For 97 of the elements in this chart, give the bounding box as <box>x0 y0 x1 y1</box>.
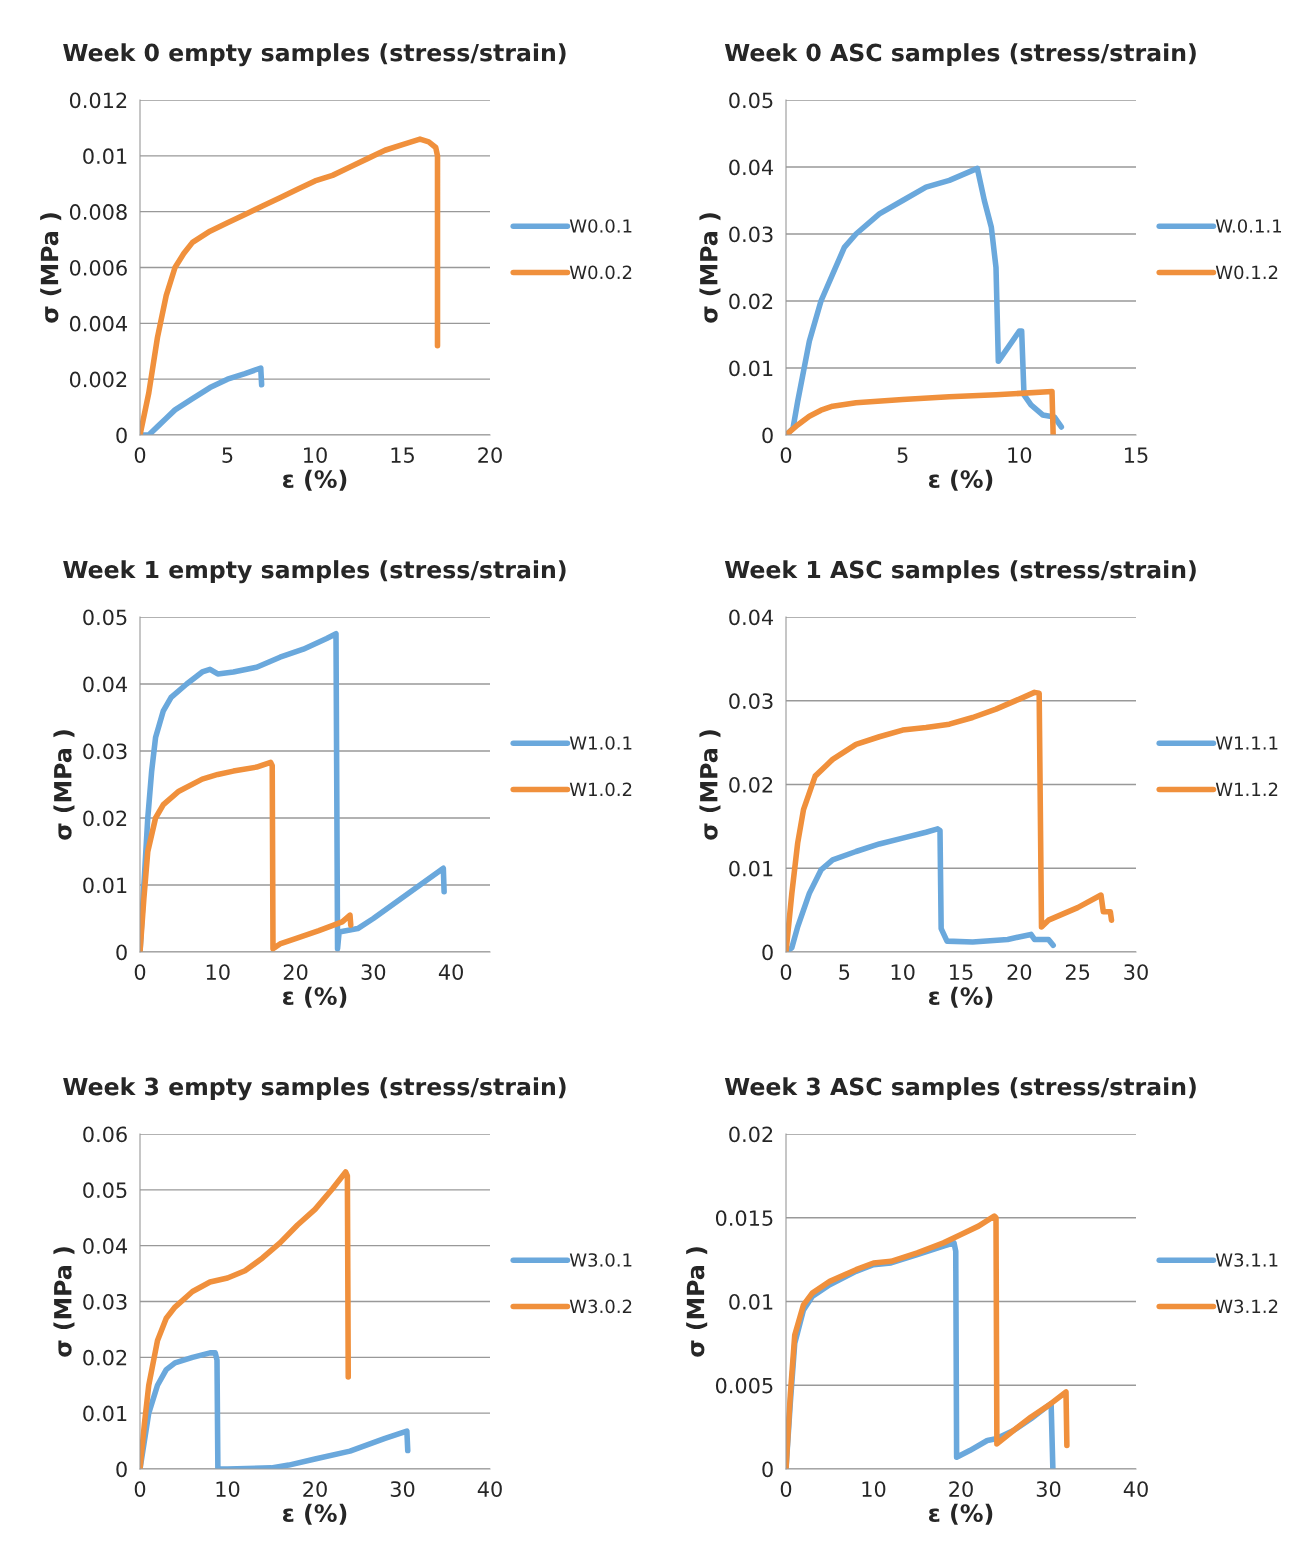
chart-title: Week 3 empty samples (stress/strain) <box>63 1077 566 1101</box>
y-axis-title: σ (MPa ) <box>53 730 75 840</box>
y-tick-label: 0.005 <box>715 1377 773 1394</box>
y-tick-label: 0.01 <box>83 1405 127 1422</box>
y-tick-label: 0 <box>762 944 773 961</box>
y-tick-label: 0.03 <box>729 226 773 243</box>
y-tick-label: 0.01 <box>83 877 127 894</box>
y-tick-label: 0.02 <box>729 776 773 793</box>
legend-label: W3.1.2 <box>1215 1299 1278 1314</box>
y-axis-title: σ (MPa ) <box>699 213 721 323</box>
x-tick-label: 15 <box>1125 447 1148 463</box>
x-tick-label: 5 <box>222 447 233 463</box>
x-tick-label: 10 <box>891 964 915 980</box>
y-tick-label: 0.04 <box>729 609 774 626</box>
x-axis-title: ε (%) <box>928 469 993 491</box>
y-tick-label: 0.012 <box>69 92 127 109</box>
y-tick-label: 0.05 <box>729 92 773 109</box>
x-tick-label: 0 <box>134 1481 146 1497</box>
x-tick-label: 40 <box>477 1481 502 1497</box>
y-axis-title: σ (MPa ) <box>699 730 721 840</box>
y-tick-label: 0.01 <box>729 360 773 377</box>
legend-label: W0.0.1 <box>569 219 632 233</box>
legend-label: W1.1.2 <box>1215 782 1278 796</box>
x-tick-label: 15 <box>391 447 414 463</box>
legend-label: W1.1.1 <box>1215 736 1278 750</box>
chart-title: Week 0 empty samples (stress/strain) <box>63 43 566 67</box>
y-tick-label: 0.02 <box>83 1349 127 1366</box>
x-tick-label: 5 <box>839 964 850 980</box>
legend-label: W.0.1.1 <box>1215 219 1282 233</box>
x-tick-label: 10 <box>304 447 327 463</box>
x-tick-label: 10 <box>216 1481 240 1497</box>
chart-title: Week 0 ASC samples (stress/strain) <box>724 43 1196 67</box>
y-tick-label: 0.015 <box>715 1210 773 1226</box>
x-tick-label: 0 <box>780 964 792 980</box>
y-tick-label: 0.004 <box>69 315 128 332</box>
y-tick-label: 0 <box>116 944 127 961</box>
legend-label: W1.0.1 <box>569 736 632 750</box>
y-tick-label: 0.002 <box>69 371 127 388</box>
y-tick-label: 0.01 <box>83 148 127 165</box>
chart-title: Week 3 ASC samples (stress/strain) <box>724 1077 1196 1101</box>
x-tick-label: 20 <box>303 1481 327 1497</box>
legend-label: W3.0.1 <box>569 1253 632 1267</box>
y-tick-label: 0.02 <box>83 810 127 827</box>
y-tick-label: 0 <box>762 427 773 444</box>
x-tick-label: 40 <box>1123 1481 1148 1497</box>
y-tick-label: 0.04 <box>729 159 774 176</box>
y-tick-label: 0.06 <box>83 1126 127 1143</box>
legend-label: W3.1.1 <box>1215 1253 1278 1267</box>
x-tick-label: 15 <box>950 964 973 980</box>
y-tick-label: 0.05 <box>83 609 127 626</box>
legend-label: W3.0.2 <box>569 1299 632 1314</box>
x-tick-label: 40 <box>438 964 463 980</box>
y-tick-label: 0.03 <box>729 693 773 709</box>
x-tick-label: 30 <box>390 1481 415 1497</box>
x-tick-label: 0 <box>134 447 146 463</box>
x-tick-label: 25 <box>1065 964 1090 980</box>
x-tick-label: 10 <box>1008 447 1032 463</box>
x-tick-label: 0 <box>780 447 792 463</box>
y-axis-title: σ (MPa ) <box>53 1247 75 1357</box>
x-tick-label: 5 <box>897 447 908 463</box>
x-tick-label: 20 <box>283 964 308 980</box>
y-tick-label: 0.01 <box>729 1293 773 1310</box>
y-tick-label: 0.04 <box>83 1238 128 1254</box>
y-tick-label: 0.02 <box>729 1126 773 1143</box>
x-axis-title: ε (%) <box>282 469 347 491</box>
x-axis-title: ε (%) <box>282 986 347 1008</box>
x-axis-title: ε (%) <box>928 1503 993 1525</box>
legend-label: W0.1.2 <box>1215 265 1278 280</box>
y-tick-label: 0.03 <box>83 1293 127 1310</box>
y-tick-label: 0.04 <box>83 676 128 693</box>
x-tick-label: 20 <box>1007 964 1032 980</box>
x-tick-label: 0 <box>780 1481 792 1497</box>
legend-label: W1.0.2 <box>569 782 632 797</box>
x-tick-label: 30 <box>1036 1481 1061 1497</box>
y-axis-title: σ (MPa ) <box>686 1247 708 1357</box>
y-tick-label: 0.01 <box>729 860 773 877</box>
x-tick-label: 20 <box>949 1481 973 1497</box>
x-axis-title: ε (%) <box>928 986 993 1008</box>
y-tick-label: 0 <box>116 427 127 444</box>
y-axis-title: σ (MPa ) <box>40 213 62 323</box>
x-tick-label: 30 <box>1124 964 1148 980</box>
x-tick-label: 10 <box>862 1481 886 1497</box>
chart-title: Week 1 empty samples (stress/strain) <box>63 560 566 584</box>
y-tick-label: 0.05 <box>83 1182 127 1199</box>
y-tick-label: 0.03 <box>83 743 127 760</box>
chart-title: Week 1 ASC samples (stress/strain) <box>724 560 1196 584</box>
y-tick-label: 0.02 <box>729 293 773 310</box>
legend-label: W0.0.2 <box>569 265 632 280</box>
y-tick-label: 0 <box>762 1461 773 1478</box>
y-tick-label: 0.008 <box>69 204 127 220</box>
x-axis-title: ε (%) <box>282 1503 347 1525</box>
x-tick-label: 0 <box>134 964 146 980</box>
x-tick-label: 30 <box>361 964 386 980</box>
x-tick-label: 10 <box>206 964 230 980</box>
x-tick-label: 20 <box>478 447 502 463</box>
y-tick-label: 0.006 <box>69 259 127 276</box>
y-tick-label: 0 <box>116 1461 127 1478</box>
